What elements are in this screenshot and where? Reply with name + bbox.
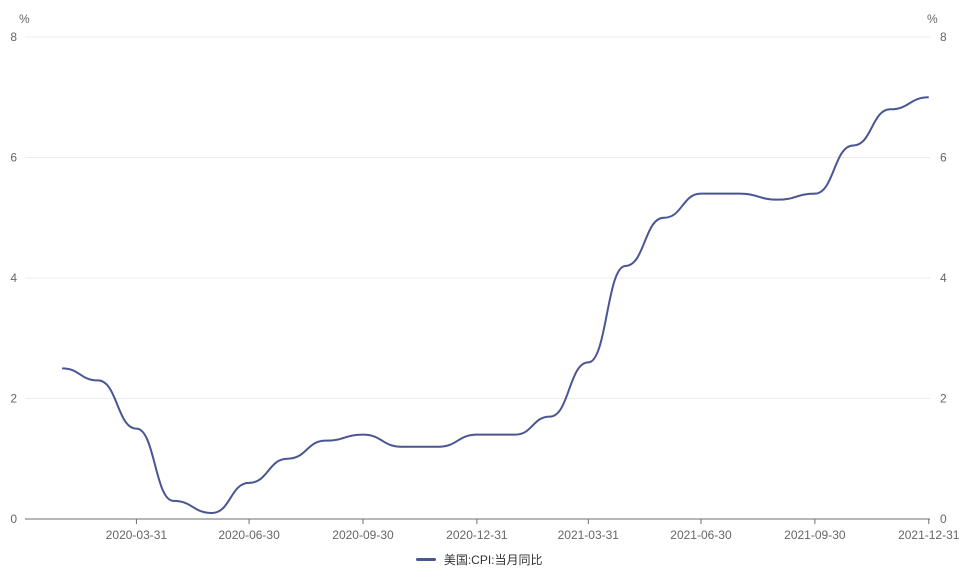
y-tick-label-left: 2 (10, 392, 17, 406)
legend[interactable]: 美国:CPI:当月同比 (0, 551, 959, 568)
x-tick-label: 2021-12-31 (898, 528, 959, 542)
x-tick-label: 2021-09-30 (784, 528, 846, 542)
y-axis-right-unit: % (927, 12, 938, 26)
y-tick-label-left: 0 (10, 512, 17, 526)
y-axis-right: 0 2 4 6 8 (940, 30, 947, 526)
grid-lines (25, 36, 930, 399)
x-tick-label: 2020-12-31 (446, 528, 508, 542)
y-tick-label-right: 0 (940, 512, 947, 526)
y-axis-left-unit: % (19, 12, 30, 26)
y-tick-label-right: 4 (940, 271, 947, 285)
y-tick-label-left: 4 (10, 271, 17, 285)
x-tick-label: 2021-03-31 (558, 528, 620, 542)
y-tick-label-right: 8 (940, 30, 947, 44)
line-chart: 0 2 4 6 8 0 2 4 6 8 2020-03-31 2020-06-30 2020-09-… (10, 12, 959, 542)
y-tick-label-right: 6 (940, 151, 947, 165)
y-tick-label-right: 2 (940, 392, 947, 406)
y-tick-label-left: 6 (10, 151, 17, 165)
series-layer (62, 96, 929, 514)
series-line[interactable] (62, 96, 929, 514)
x-tick-label: 2021-06-30 (670, 528, 732, 542)
y-axis-left: 0 2 4 6 8 (10, 30, 17, 526)
legend-swatch (416, 558, 437, 561)
x-tick-label: 2020-09-30 (332, 528, 394, 542)
x-tick-label: 2020-06-30 (218, 528, 280, 542)
legend-label: 美国:CPI:当月同比 (443, 553, 543, 567)
x-tick-label: 2020-03-31 (106, 528, 168, 542)
x-axis: 2020-03-31 2020-06-30 2020-09-30 2020-12-31… (25, 518, 959, 542)
y-tick-label-left: 8 (10, 30, 17, 44)
